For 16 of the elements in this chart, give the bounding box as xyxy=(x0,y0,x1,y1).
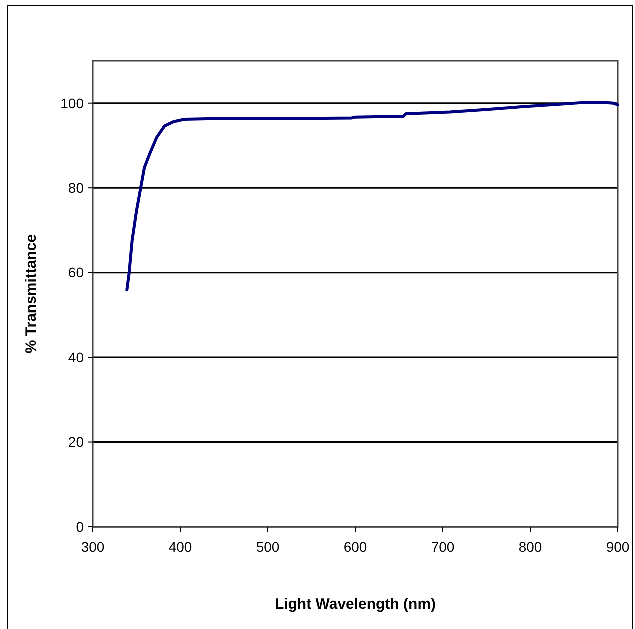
y-tick-label: 80 xyxy=(68,180,84,196)
x-tick-label: 900 xyxy=(606,539,630,555)
x-tick-label: 600 xyxy=(344,539,368,555)
y-tick-label: 40 xyxy=(68,349,84,366)
x-tick-label: 400 xyxy=(168,539,192,555)
line-series xyxy=(126,101,620,292)
x-axis-title: Light Wavelength (nm) xyxy=(274,596,436,613)
y-tick-label: 0 xyxy=(76,518,84,535)
x-tick-label: 500 xyxy=(256,539,280,555)
y-tick-label: 100 xyxy=(60,95,84,112)
y-tick-label: 20 xyxy=(68,434,84,450)
x-tick-label: 300 xyxy=(81,539,105,555)
y-tick-label: 60 xyxy=(68,264,84,281)
x-tick-label: 800 xyxy=(518,539,542,555)
x-tick-label: 700 xyxy=(431,539,455,555)
y-axis-title: % Transmittance xyxy=(23,234,40,354)
